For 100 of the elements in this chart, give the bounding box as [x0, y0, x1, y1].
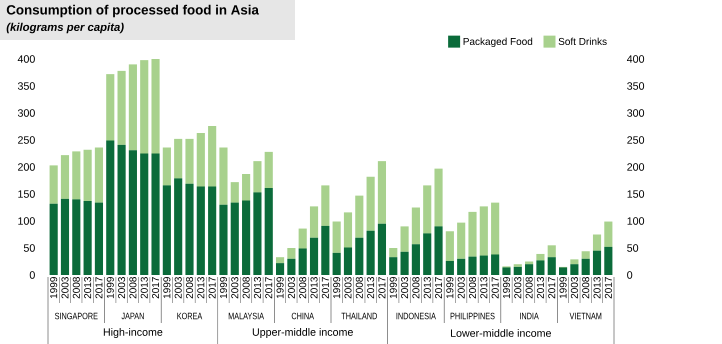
- bar: [208, 126, 216, 186]
- y-tick-label: 100: [18, 217, 35, 225]
- bar: [310, 238, 318, 275]
- y2-tick-label: 400: [626, 55, 644, 63]
- bar: [457, 258, 466, 275]
- bar: [84, 150, 92, 202]
- x-tick-label: 2003: [288, 277, 295, 298]
- bar: [366, 176, 375, 231]
- x-tick-label: 2013: [84, 277, 92, 298]
- bar: [446, 231, 454, 261]
- bar: [50, 204, 58, 275]
- bar: [446, 260, 454, 275]
- bar: [536, 260, 544, 275]
- bar: [140, 154, 148, 275]
- text: JAPAN: [122, 312, 144, 320]
- bar: [253, 161, 262, 192]
- bar: [412, 244, 420, 275]
- bar: [185, 138, 194, 184]
- bar: [50, 165, 58, 204]
- x-tick-label: 2013: [536, 277, 544, 298]
- bar: [128, 150, 137, 275]
- y-tick-label: 300: [18, 109, 35, 117]
- y-tick-label: 200: [18, 163, 35, 171]
- x-tick-label: 1999: [106, 277, 114, 298]
- bar: [264, 152, 273, 188]
- bar: [94, 202, 104, 275]
- bar: [174, 178, 182, 275]
- bar: [592, 250, 602, 275]
- x-tick-label: 2008: [299, 277, 306, 298]
- bar: [287, 258, 296, 275]
- x-tick-label: 2003: [231, 277, 238, 298]
- bar: [310, 206, 318, 238]
- text: THAILAND: [341, 312, 377, 320]
- bar: [604, 246, 612, 275]
- x-tick-label: 2003: [118, 277, 126, 298]
- x-tick-label: 1999: [502, 277, 510, 298]
- bar: [332, 222, 341, 253]
- bar: [548, 245, 556, 258]
- x-tick-label: 2013: [310, 277, 318, 298]
- legend-label: Soft Drinks: [558, 38, 607, 46]
- bar: [582, 258, 590, 275]
- bar: [162, 185, 171, 275]
- x-tick-label: 2013: [424, 277, 431, 298]
- bar: [423, 233, 432, 275]
- text: High-income: [104, 328, 162, 338]
- x-tick-label: 2017: [152, 277, 160, 298]
- x-tick-label: 2017: [548, 277, 556, 298]
- bar: [230, 202, 239, 275]
- bar: [389, 257, 398, 275]
- bar: [491, 202, 500, 254]
- bar: [151, 154, 160, 275]
- bar: [434, 168, 443, 226]
- text: PHILIPPINES: [450, 312, 495, 320]
- bar: [480, 256, 488, 275]
- bar: [196, 186, 205, 275]
- x-tick-label: 1999: [446, 277, 454, 298]
- text: Upper-middle income: [252, 328, 353, 338]
- y-tick-label: 250: [18, 136, 35, 144]
- y-tick-label: 350: [18, 82, 35, 90]
- x-tick-label: 2017: [322, 277, 329, 298]
- x-tick-label: 2013: [367, 277, 374, 298]
- bar: [457, 222, 466, 259]
- bar: [480, 206, 488, 256]
- bar: [219, 204, 228, 275]
- x-tick-label: 1999: [333, 277, 340, 298]
- text: Lower-middle income: [450, 329, 551, 337]
- bar: [434, 226, 443, 275]
- x-tick-label: 2003: [61, 277, 69, 298]
- bar: [468, 212, 477, 257]
- bar: [208, 186, 216, 275]
- bar: [128, 64, 137, 150]
- x-tick-label: 2017: [378, 277, 386, 298]
- x-tick-label: 2008: [242, 277, 250, 298]
- bar: [423, 185, 432, 234]
- bar: [592, 234, 602, 251]
- text: INDIA: [520, 312, 539, 320]
- x-tick-label: 1999: [50, 277, 58, 298]
- bar: [94, 148, 104, 203]
- bar: [514, 264, 522, 267]
- bar: [60, 198, 70, 275]
- bar: [118, 144, 126, 275]
- x-tick-label: 2008: [468, 277, 476, 298]
- bar: [264, 188, 273, 275]
- bar: [468, 256, 477, 275]
- bar: [185, 184, 194, 275]
- bar: [276, 257, 284, 264]
- y2-tick-label: 350: [627, 82, 644, 90]
- y2-tick-label: 200: [627, 163, 644, 171]
- bar: [604, 222, 612, 247]
- y-tick-label: 50: [24, 244, 35, 252]
- bar: [72, 151, 80, 200]
- bar: [332, 252, 341, 275]
- text: KOREA: [177, 312, 202, 320]
- bar: [570, 264, 578, 275]
- x-tick-label: 2003: [401, 277, 408, 298]
- bar: [355, 196, 364, 238]
- bar: [219, 148, 228, 205]
- text: CHINA: [292, 312, 314, 320]
- x-tick-label: 1999: [163, 277, 170, 298]
- bar: [582, 251, 590, 259]
